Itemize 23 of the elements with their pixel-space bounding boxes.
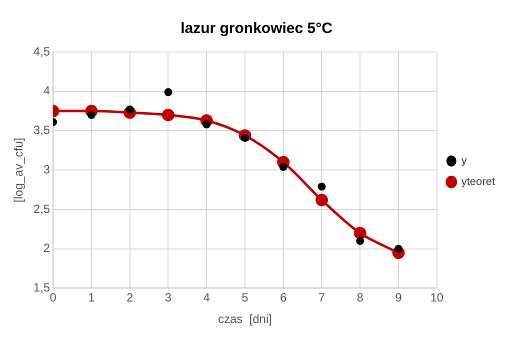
chart-title: lazur gronkowiec 5°C (180, 20, 333, 38)
y-tick-label: 3,5 (33, 123, 50, 138)
y-tick-label: 2,5 (33, 202, 50, 216)
x-tick-label: 8 (356, 290, 364, 305)
x-tick-label: 4 (203, 290, 210, 305)
x-tick-label: 5 (242, 290, 249, 305)
y-tick-label: 3 (43, 162, 50, 176)
x-tick-label: 6 (280, 290, 288, 305)
x-tick-label: 7 (318, 290, 326, 305)
x-axis-title: czas [dni] (218, 312, 272, 326)
x-tick-label: 1 (88, 290, 96, 305)
x-tick-label: 10 (430, 290, 444, 305)
x-tick-label: 3 (164, 290, 172, 305)
y-tick-label: 2 (43, 241, 50, 256)
x-tick-label: 9 (395, 290, 402, 305)
x-tick-label: 2 (126, 290, 134, 305)
y-tick-label: 1,5 (33, 280, 50, 295)
y-tick-label: 4,5 (33, 44, 50, 58)
x-tick-label: 0 (50, 290, 57, 305)
legend-label: yteoret (461, 176, 496, 188)
y-tick-label: 4 (43, 84, 50, 98)
legend-label: y (461, 155, 468, 168)
y-axis-title: [log_av_cfu] (12, 138, 26, 202)
